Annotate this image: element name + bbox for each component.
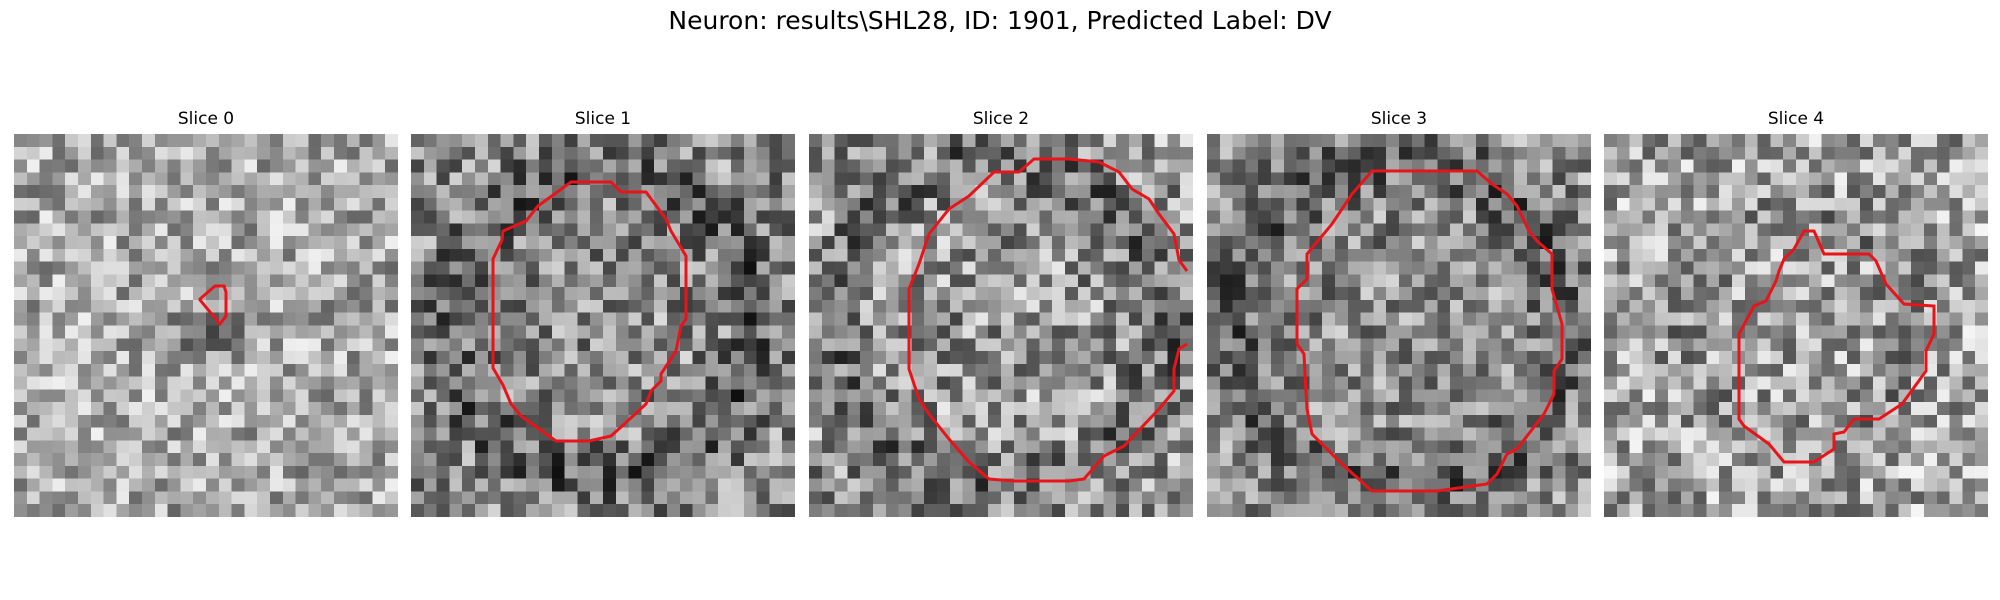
slice-4-grayscale-pixels <box>1604 134 1988 517</box>
slice-1-contour-overlay <box>491 180 688 443</box>
slice-3-grayscale-pixels <box>1207 134 1591 517</box>
slice-3-roi-contour <box>1295 169 1564 493</box>
slice-0-image <box>14 134 398 517</box>
panel-title-slice-2: Slice 2 <box>972 109 1030 129</box>
panel-title-slice-0: Slice 0 <box>177 109 235 129</box>
slice-2-image <box>809 134 1193 517</box>
slice-3-image <box>1207 134 1591 517</box>
figure-title: Neuron: results\SHL28, ID: 1901, Predict… <box>668 6 1332 35</box>
slice-0-roi-contour <box>198 284 228 327</box>
panel-title-slice-4: Slice 4 <box>1767 109 1825 129</box>
slice-1-grayscale-pixels <box>411 134 795 517</box>
slice-2-roi-contour <box>907 157 1189 483</box>
slice-1-roi-contour <box>491 180 688 443</box>
slice-0-grayscale-pixels <box>14 134 398 517</box>
slice-4-contour-overlay <box>1737 229 1936 464</box>
slice-2-contour-overlay <box>907 157 1189 483</box>
panel-title-slice-1: Slice 1 <box>574 109 632 129</box>
slice-3-contour-overlay <box>1295 169 1564 493</box>
slice-0-contour-overlay <box>198 284 228 327</box>
slice-1-image <box>411 134 795 517</box>
slice-4-roi-contour <box>1737 229 1936 464</box>
slice-4-image <box>1604 134 1988 517</box>
slice-2-grayscale-pixels <box>809 134 1193 517</box>
panel-title-slice-3: Slice 3 <box>1370 109 1428 129</box>
